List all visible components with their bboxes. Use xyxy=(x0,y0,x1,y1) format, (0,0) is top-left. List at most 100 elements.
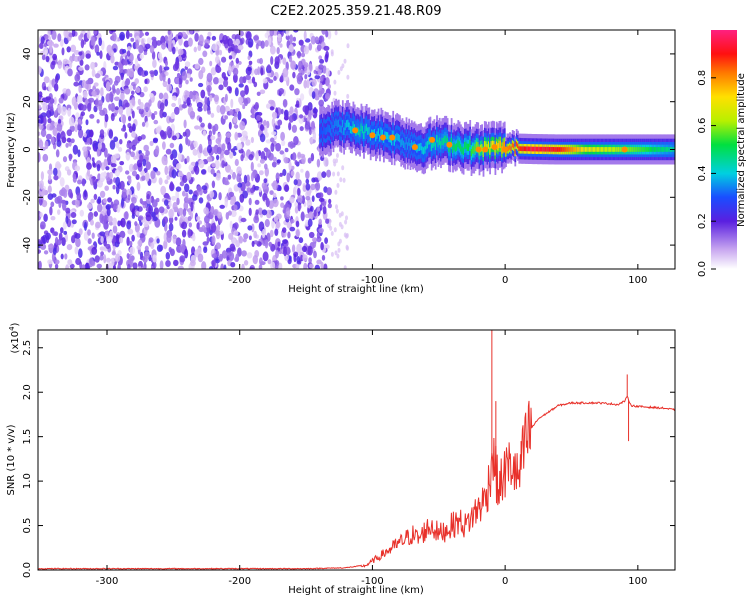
noise-speck xyxy=(49,43,53,54)
y-tick-label: 0.5 xyxy=(22,518,33,534)
noise-speck xyxy=(131,90,135,96)
noise-speck xyxy=(106,257,111,263)
noise-speck xyxy=(229,243,236,252)
signal-cell xyxy=(420,142,422,151)
spectrogram-x-axis: -300 -200 -100 0 100 xyxy=(96,30,647,286)
noise-speck xyxy=(282,239,288,245)
noise-speck xyxy=(274,228,279,236)
noise-speck xyxy=(49,125,53,131)
colorbar-tick-label: 0.0 xyxy=(697,261,708,277)
noise-speck xyxy=(110,113,115,122)
noise-speck xyxy=(170,153,174,161)
noise-speck xyxy=(256,91,261,97)
noise-speck xyxy=(177,152,182,162)
noise-speck xyxy=(321,171,327,179)
signal-cell xyxy=(523,146,526,152)
noise-speck xyxy=(203,207,209,215)
noise-speck xyxy=(150,241,155,250)
noise-speck xyxy=(83,132,87,138)
noise-speck xyxy=(319,59,325,64)
noise-speck xyxy=(321,30,327,35)
signal-cell xyxy=(596,147,599,152)
noise-speck xyxy=(218,253,224,262)
noise-speck xyxy=(162,111,167,118)
y-tick-label: 40 xyxy=(22,48,33,61)
noise-speck xyxy=(117,263,121,269)
noise-speck xyxy=(285,207,291,217)
noise-speck xyxy=(141,175,146,181)
noise-speck xyxy=(255,42,259,50)
noise-speck xyxy=(45,96,52,101)
noise-speck xyxy=(91,246,98,255)
signal-cell xyxy=(612,147,615,152)
noise-speck xyxy=(317,90,323,98)
noise-speck xyxy=(151,113,156,120)
noise-speck xyxy=(259,257,263,266)
noise-speck xyxy=(143,51,148,56)
noise-speck xyxy=(58,232,63,241)
noise-speck xyxy=(217,211,222,219)
signal-cell xyxy=(603,147,606,152)
noise-speck xyxy=(201,169,207,175)
noise-speck xyxy=(167,77,171,85)
signal-cell xyxy=(391,137,393,146)
noise-speck xyxy=(232,171,236,180)
signal-cell xyxy=(604,147,607,152)
noise-speck xyxy=(210,112,215,118)
noise-speck xyxy=(326,187,333,196)
signal-cell xyxy=(562,147,564,152)
noise-speck xyxy=(187,197,194,203)
signal-cell xyxy=(375,134,377,142)
noise-speck xyxy=(294,206,299,214)
noise-speck xyxy=(76,94,83,104)
signal-hotspot xyxy=(502,146,509,153)
colorbar-gradient xyxy=(711,30,737,269)
noise-speck xyxy=(138,44,144,54)
noise-speck xyxy=(293,136,299,146)
noise-speck xyxy=(218,49,223,56)
noise-speck xyxy=(108,104,112,111)
noise-speck xyxy=(264,163,268,170)
noise-speck xyxy=(99,190,106,198)
noise-speck xyxy=(290,170,295,177)
noise-speck xyxy=(93,193,98,200)
noise-speck xyxy=(266,30,270,36)
noise-speck xyxy=(242,190,249,199)
noise-speck xyxy=(181,104,188,109)
signal-cell xyxy=(396,132,399,141)
noise-speck xyxy=(255,151,259,161)
noise-speck xyxy=(124,132,128,139)
signal-cell xyxy=(337,119,340,127)
noise-speck xyxy=(172,63,179,72)
signal-cell xyxy=(333,120,336,128)
noise-speck xyxy=(237,182,243,188)
noise-speck xyxy=(164,99,169,107)
noise-speck xyxy=(112,265,116,269)
noise-speck xyxy=(277,241,281,247)
noise-speck xyxy=(215,50,220,56)
noise-speck xyxy=(149,92,154,98)
noise-speck xyxy=(54,83,59,92)
noise-speck xyxy=(119,236,124,244)
noise-speck xyxy=(186,68,193,75)
noise-speck xyxy=(135,86,141,94)
noise-speck xyxy=(235,57,239,64)
noise-speck xyxy=(70,44,77,53)
signal-cell xyxy=(538,146,541,152)
noise-speck xyxy=(227,174,232,180)
noise-speck xyxy=(111,32,117,42)
noise-speck xyxy=(165,252,170,260)
noise-speck xyxy=(337,241,341,247)
signal-cell xyxy=(454,144,457,152)
noise-speck xyxy=(275,124,281,130)
noise-speck xyxy=(198,116,203,123)
noise-speck xyxy=(295,171,300,181)
noise-speck xyxy=(335,204,338,210)
noise-speck xyxy=(298,39,304,46)
signal-cell xyxy=(485,141,487,149)
noise-speck xyxy=(282,227,287,234)
noise-speck xyxy=(271,161,277,168)
noise-speck xyxy=(334,250,338,256)
noise-speck xyxy=(268,241,273,247)
signal-cell xyxy=(518,146,521,151)
